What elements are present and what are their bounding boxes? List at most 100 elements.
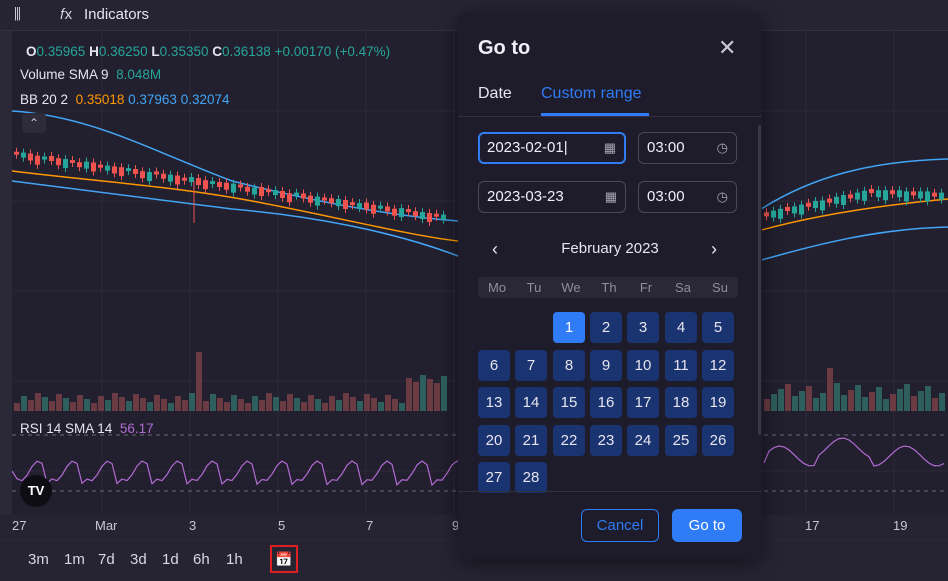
candle-body (890, 190, 895, 195)
calendar-day[interactable]: 22 (553, 425, 585, 456)
calendar-day[interactable]: 11 (665, 350, 697, 381)
dialog-scrollbar[interactable] (758, 125, 761, 435)
candle-body (273, 190, 278, 196)
start-date-value: 2023-02-01 (487, 139, 564, 156)
volume-bar (42, 397, 48, 411)
calendar-day[interactable]: 18 (665, 387, 697, 418)
volume-bar (161, 399, 167, 411)
candle-body (841, 195, 846, 205)
candle-body (126, 168, 131, 172)
candle-body (385, 206, 390, 212)
volume-bar (799, 391, 805, 411)
clock-icon[interactable]: ◷ (716, 189, 728, 204)
calendar-day[interactable]: 9 (590, 350, 622, 381)
calendar-day[interactable]: 4 (665, 312, 697, 343)
candle-body (175, 175, 180, 185)
tab-date[interactable]: Date (478, 85, 512, 102)
volume-bar (848, 390, 854, 411)
calendar-day[interactable]: 24 (627, 425, 659, 456)
indicators-button[interactable]: Indicators (84, 6, 150, 23)
range-7d-button[interactable]: 7d (98, 551, 115, 568)
end-time-input[interactable]: 03:00 ◷ (638, 181, 737, 213)
calendar-day[interactable]: 1 (553, 312, 585, 343)
calendar-day[interactable]: 13 (478, 387, 510, 418)
range-1m-button[interactable]: 1m (64, 551, 85, 568)
x-tick: 7 (366, 518, 374, 533)
clock-icon[interactable]: ◷ (716, 140, 728, 155)
bb-upper-line (12, 110, 948, 222)
calendar-day[interactable]: 23 (590, 425, 622, 456)
candle-body (49, 156, 54, 161)
volume-bar (84, 399, 90, 411)
calendar-day[interactable]: 19 (702, 387, 734, 418)
volume-bar (357, 401, 363, 411)
calendar-day[interactable]: 15 (553, 387, 585, 418)
candle-body (420, 212, 425, 220)
volume-bar (378, 402, 384, 411)
calendar-day[interactable]: 10 (627, 350, 659, 381)
calendar-day[interactable]: 16 (590, 387, 622, 418)
calendar-day[interactable]: 12 (702, 350, 734, 381)
weekday-label: Mo (487, 280, 507, 295)
candle-body (224, 182, 229, 190)
volume-bar (771, 394, 777, 411)
next-month-icon[interactable]: › (711, 239, 717, 259)
x-tick: 3 (189, 518, 197, 533)
start-time-input[interactable]: 03:00 ◷ (638, 132, 737, 164)
calendar-day[interactable]: 26 (702, 425, 734, 456)
candle-body (357, 203, 362, 209)
calendar-day[interactable]: 7 (515, 350, 547, 381)
calendar-icon[interactable]: ▦ (604, 189, 617, 204)
end-date-input[interactable]: 2023-03-23 ▦ (478, 181, 626, 213)
volume-bar (862, 397, 868, 411)
range-3m-button[interactable]: 3m (28, 551, 49, 568)
candle-body (364, 202, 369, 210)
fx-icon[interactable]: 𝑓x (60, 6, 73, 23)
candle-body (343, 200, 348, 209)
volume-bar (925, 386, 931, 411)
volume-bar (834, 383, 840, 411)
candle-body (350, 202, 355, 206)
volume-bar (820, 393, 826, 411)
calendar-icon[interactable]: ▦ (603, 140, 616, 155)
range-3d-button[interactable]: 3d (130, 551, 147, 568)
calendar-day[interactable]: 27 (478, 462, 510, 493)
collapse-legend-button[interactable]: ⌃ (22, 113, 46, 133)
calendar-day[interactable]: 14 (515, 387, 547, 418)
candle-body (932, 192, 937, 197)
prev-month-icon[interactable]: ‹ (492, 239, 498, 259)
calendar-day[interactable]: 21 (515, 425, 547, 456)
volume-bar (182, 400, 188, 411)
go-to-date-button[interactable]: 📅 (270, 545, 298, 573)
calendar-day[interactable]: 6 (478, 350, 510, 381)
calendar-day[interactable]: 20 (478, 425, 510, 456)
volume-bar (434, 383, 440, 411)
tab-custom-range[interactable]: Custom range (541, 85, 642, 102)
candle-body (294, 192, 299, 196)
range-6h-button[interactable]: 6h (193, 551, 210, 568)
volume-bar (266, 393, 272, 411)
candle-body (161, 173, 166, 179)
candle-body (378, 205, 383, 209)
candle-body (140, 171, 145, 179)
candle-body (189, 177, 194, 183)
start-date-input[interactable]: 2023-02-01| ▦ (478, 132, 626, 164)
range-1d-button[interactable]: 1d (162, 551, 179, 568)
volume-bar (98, 396, 104, 411)
calendar-day[interactable]: 2 (590, 312, 622, 343)
calendar-day[interactable]: 3 (627, 312, 659, 343)
calendar-day[interactable]: 25 (665, 425, 697, 456)
candle-body (897, 190, 902, 198)
volume-bar (168, 403, 174, 411)
range-1h-button[interactable]: 1h (226, 551, 243, 568)
candles-icon[interactable]: ⫼ (14, 6, 21, 23)
go-to-button[interactable]: Go to (672, 509, 742, 542)
calendar-day[interactable]: 5 (702, 312, 734, 343)
calendar-day[interactable]: 17 (627, 387, 659, 418)
close-icon[interactable]: ✕ (718, 35, 737, 60)
cancel-button[interactable]: Cancel (581, 509, 659, 542)
candle-body (820, 200, 825, 211)
calendar-day[interactable]: 28 (515, 462, 547, 493)
volume-bar (413, 382, 419, 411)
calendar-day[interactable]: 8 (553, 350, 585, 381)
